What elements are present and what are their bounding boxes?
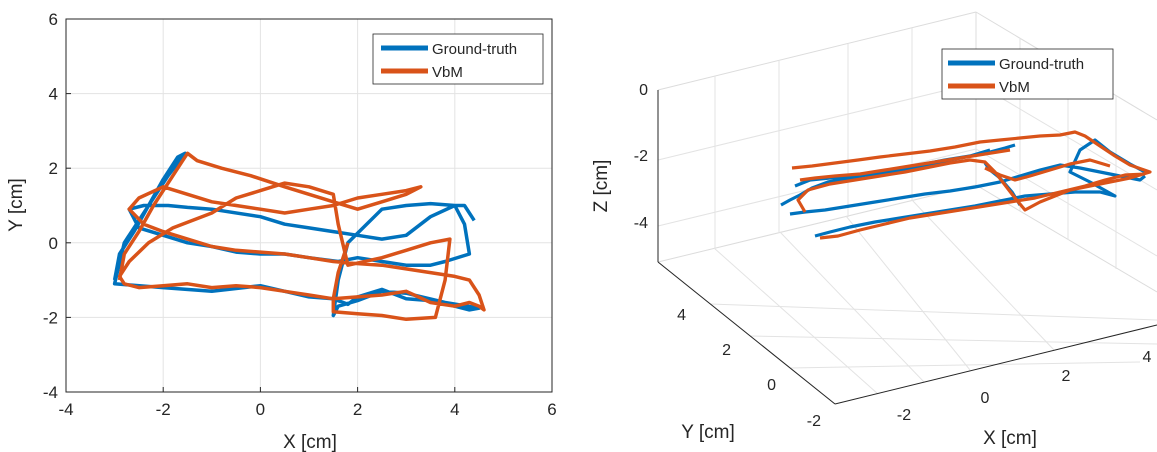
legend-label-ground-truth: Ground-truth bbox=[999, 56, 1084, 73]
y-tick-label: -2 bbox=[807, 413, 821, 430]
z-tick-label: -2 bbox=[634, 148, 648, 165]
x-tick-label: 0 bbox=[981, 390, 990, 407]
x-tick-label: 4 bbox=[1143, 349, 1152, 366]
y-axis-label: Y [cm] bbox=[6, 178, 27, 232]
axes-box bbox=[65, 18, 553, 393]
x-tick-label: -2 bbox=[156, 400, 171, 419]
legend-label-vbm: VbM bbox=[432, 64, 463, 81]
xy-trajectory-plot: -4 -2 0 2 4 6 -4 -2 0 2 4 6 X [cm] Y [cm] Ground-tr… bbox=[6, 10, 557, 452]
y-tick-label: -4 bbox=[43, 383, 58, 402]
y-ticks-3d: -2 0 2 4 bbox=[677, 307, 821, 430]
x-ticks-3d: -2 0 2 4 bbox=[897, 349, 1152, 424]
y-tick-label: 0 bbox=[767, 377, 776, 394]
y-tick-label: 4 bbox=[49, 85, 58, 104]
z-tick-label: -4 bbox=[634, 215, 648, 232]
y-axis-label-3d: Y [cm] bbox=[681, 422, 735, 443]
legend-box bbox=[372, 33, 544, 85]
series-line-ground-truth-3d bbox=[780, 138, 1146, 238]
legend-3d: Ground-truth VbM bbox=[941, 48, 1114, 100]
x-axis-label: X [cm] bbox=[283, 432, 337, 452]
y-tick-label: 6 bbox=[49, 10, 58, 29]
x-tick-label: 2 bbox=[1062, 368, 1071, 385]
x-tick-label: 4 bbox=[450, 400, 459, 419]
legend-label-ground-truth: Ground-truth bbox=[432, 41, 517, 58]
legend-box bbox=[941, 48, 1114, 100]
y-tick-label: 4 bbox=[677, 307, 686, 324]
x-tick-label: 0 bbox=[256, 400, 265, 419]
legend: Ground-truth VbM bbox=[372, 33, 544, 85]
series-line-vbm-3d bbox=[791, 130, 1152, 240]
y-tick-label: 2 bbox=[722, 342, 731, 359]
y-tick-label: 0 bbox=[49, 234, 58, 253]
x-tick-label: -2 bbox=[897, 407, 911, 424]
xyz-trajectory-plot: 0 -2 -4 -2 0 2 4 -2 0 2 4 Z [cm] Y [cm] … bbox=[591, 11, 1157, 449]
y-tick-label: 2 bbox=[49, 159, 58, 178]
x-axis-label-3d: X [cm] bbox=[983, 428, 1037, 449]
z-tick-label: 0 bbox=[639, 82, 648, 99]
y-tick-label: -2 bbox=[43, 308, 58, 327]
series-traces-3d bbox=[780, 130, 1152, 240]
series-line-vbm bbox=[117, 151, 486, 322]
x-tick-label: 2 bbox=[353, 400, 362, 419]
x-tick-label: 6 bbox=[547, 400, 556, 419]
axis-ticks: -4 -2 0 2 4 6 -4 -2 0 2 4 6 bbox=[43, 10, 557, 419]
series-traces bbox=[112, 151, 486, 322]
x-tick-label: -4 bbox=[58, 400, 73, 419]
y-axis-line bbox=[657, 261, 836, 405]
z-ticks: 0 -2 -4 bbox=[634, 82, 648, 232]
z-axis-label: Z [cm] bbox=[591, 160, 612, 213]
x-axis-line bbox=[834, 324, 1157, 405]
legend-label-vbm: VbM bbox=[999, 79, 1030, 96]
